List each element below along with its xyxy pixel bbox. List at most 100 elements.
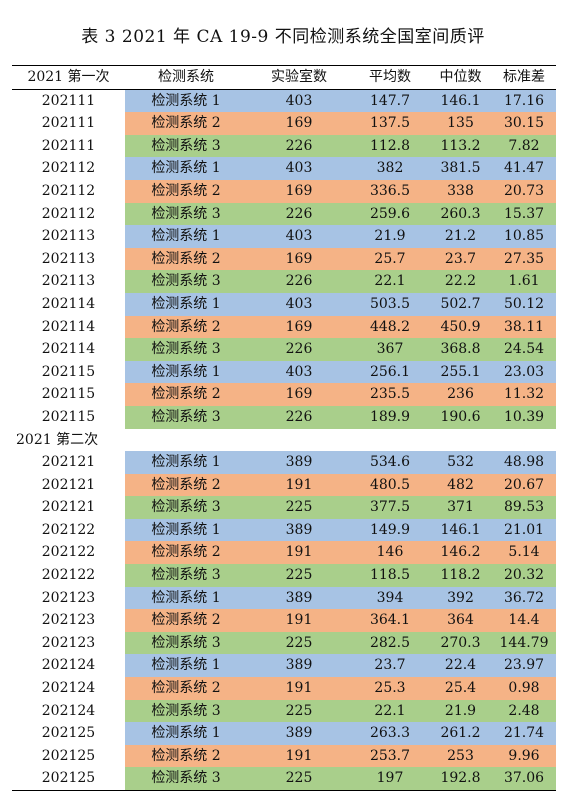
system-color-band: 检测系统 3 225 282.5 270.3 144.79 bbox=[125, 631, 556, 655]
header-lab-count: 实验室数 bbox=[271, 69, 327, 85]
system-color-band: 检测系统 3 226 189.9 190.6 10.39 bbox=[125, 405, 556, 429]
table-row: 202112 检测系统 1 403 382 381.5 41.47 bbox=[12, 157, 556, 180]
cell-sd: 24.54 bbox=[503, 341, 545, 358]
cell-sample-id: 202115 bbox=[41, 408, 96, 425]
cell-mean: 263.3 bbox=[369, 725, 411, 742]
cell-system: 检测系统 3 bbox=[151, 634, 221, 651]
cell-sample-id: 202111 bbox=[41, 115, 96, 132]
cell-mean: 382 bbox=[376, 160, 404, 177]
cell-median: 270.3 bbox=[440, 634, 481, 651]
cell-median: 21.9 bbox=[444, 702, 477, 719]
cell-mean: 25.3 bbox=[374, 680, 406, 697]
cell-median: 532 bbox=[447, 454, 474, 471]
cell-lab-count: 403 bbox=[285, 363, 313, 380]
cell-sample-id: 202112 bbox=[41, 160, 96, 177]
cell-sd: 20.73 bbox=[503, 182, 545, 199]
cell-median: 260.3 bbox=[440, 205, 481, 222]
cell-sd: 23.97 bbox=[503, 657, 545, 674]
cell-system: 检测系统 3 bbox=[151, 408, 221, 425]
cell-sample-id: 202114 bbox=[41, 341, 96, 358]
system-color-band: 检测系统 1 403 382 381.5 41.47 bbox=[125, 157, 556, 180]
cell-median: 192.8 bbox=[440, 770, 481, 787]
cell-sd: 11.32 bbox=[503, 386, 545, 403]
cell-sd: 14.4 bbox=[508, 612, 540, 629]
system-color-band: 检测系统 3 225 118.5 118.2 20.32 bbox=[125, 564, 556, 587]
cell-sd: 48.98 bbox=[503, 454, 545, 471]
cell-mean: 25.7 bbox=[374, 250, 406, 267]
system-color-band: 检测系统 3 226 259.6 260.3 15.37 bbox=[125, 202, 556, 226]
system-color-band: 检测系统 3 225 377.5 371 89.53 bbox=[125, 496, 556, 519]
cell-sample-id: 202122 bbox=[41, 567, 96, 584]
cell-lab-count: 389 bbox=[285, 589, 313, 606]
cell-system: 检测系统 3 bbox=[151, 137, 221, 154]
cell-mean: 503.5 bbox=[369, 295, 411, 312]
header-sd: 标准差 bbox=[503, 69, 545, 85]
cell-median: 21.2 bbox=[444, 228, 477, 245]
cell-median: 255.1 bbox=[440, 363, 481, 380]
cell-sample-id: 202111 bbox=[41, 92, 96, 109]
cell-mean: 282.5 bbox=[369, 634, 411, 651]
cell-median: 253 bbox=[447, 747, 474, 764]
cell-sd: 0.98 bbox=[508, 680, 540, 697]
cell-mean: 137.5 bbox=[369, 115, 411, 132]
cell-lab-count: 225 bbox=[285, 567, 313, 584]
cell-system: 检测系统 1 bbox=[151, 295, 221, 312]
cell-lab-count: 403 bbox=[285, 160, 313, 177]
system-color-band: 检测系统 2 169 25.7 23.7 27.35 bbox=[125, 247, 556, 271]
cell-sample-id: 202123 bbox=[41, 634, 96, 651]
cell-lab-count: 226 bbox=[285, 408, 313, 425]
table-row: 202112 检测系统 2 169 336.5 338 20.73 bbox=[12, 179, 556, 203]
cell-lab-count: 169 bbox=[285, 250, 313, 267]
cell-sd: 15.37 bbox=[503, 205, 545, 222]
cell-system: 检测系统 1 bbox=[151, 725, 221, 742]
cell-lab-count: 225 bbox=[285, 770, 313, 787]
system-color-band: 检测系统 2 169 336.5 338 20.73 bbox=[125, 179, 556, 203]
cell-median: 236 bbox=[447, 386, 474, 403]
system-color-band: 检测系统 2 191 364.1 364 14.4 bbox=[125, 609, 556, 632]
cell-median: 190.6 bbox=[440, 408, 481, 425]
system-color-band: 检测系统 1 389 534.6 532 48.98 bbox=[125, 451, 556, 474]
cell-lab-count: 403 bbox=[285, 92, 313, 109]
cell-sample-id: 202121 bbox=[41, 499, 96, 516]
cell-system: 检测系统 2 bbox=[151, 115, 221, 132]
cell-mean: 21.9 bbox=[374, 228, 406, 245]
cell-median: 338 bbox=[447, 182, 474, 199]
cell-sd: 20.67 bbox=[503, 476, 545, 493]
cell-system: 检测系统 2 bbox=[151, 386, 221, 403]
table-row: 202121 检测系统 1 389 534.6 532 48.98 bbox=[12, 451, 556, 474]
cell-median: 135 bbox=[447, 115, 474, 132]
cell-system: 检测系统 1 bbox=[151, 657, 221, 674]
table-row: 202111 检测系统 1 403 147.7 146.1 17.16 bbox=[12, 89, 556, 113]
cell-mean: 197 bbox=[376, 770, 404, 787]
cell-lab-count: 389 bbox=[285, 657, 313, 674]
cell-mean: 189.9 bbox=[369, 408, 411, 425]
system-color-band: 检测系统 1 389 394 392 36.72 bbox=[125, 586, 556, 610]
table-row: 202113 检测系统 2 169 25.7 23.7 27.35 bbox=[12, 247, 556, 271]
table-row: 202122 检测系统 1 389 149.9 146.1 21.01 bbox=[12, 518, 556, 542]
cell-lab-count: 389 bbox=[285, 725, 313, 742]
table-row: 202125 检测系统 2 191 253.7 253 9.96 bbox=[12, 744, 556, 768]
system-color-band: 检测系统 1 403 21.9 21.2 10.85 bbox=[125, 225, 556, 248]
cell-lab-count: 169 bbox=[285, 115, 313, 132]
cell-mean: 364.1 bbox=[369, 612, 411, 629]
cell-sample-id: 202113 bbox=[41, 228, 96, 245]
system-color-band: 检测系统 2 191 146 146.2 5.14 bbox=[125, 541, 556, 565]
cell-sd: 41.47 bbox=[503, 160, 545, 177]
cell-sample-id: 202112 bbox=[41, 182, 96, 199]
cell-median: 392 bbox=[447, 589, 474, 606]
cell-mean: 448.2 bbox=[369, 318, 411, 335]
cell-median: 482 bbox=[447, 476, 474, 493]
section-label-row: 2021 第二次 bbox=[12, 429, 556, 452]
system-color-band: 检测系统 3 226 367 368.8 24.54 bbox=[125, 338, 556, 361]
table-body: 202111 检测系统 1 403 147.7 146.1 17.16 202111 检测系统… bbox=[12, 89, 556, 790]
system-color-band: 检测系统 2 191 480.5 482 20.67 bbox=[125, 473, 556, 497]
cell-system: 检测系统 1 bbox=[151, 454, 221, 471]
cell-sd: 2.48 bbox=[508, 702, 540, 719]
cell-system: 检测系统 2 bbox=[151, 680, 221, 697]
cell-sd: 30.15 bbox=[503, 115, 545, 132]
cell-sample-id: 202112 bbox=[41, 205, 96, 222]
cell-mean: 146 bbox=[376, 544, 404, 561]
cell-system: 检测系统 3 bbox=[151, 341, 221, 358]
system-color-band: 检测系统 1 403 256.1 255.1 23.03 bbox=[125, 360, 556, 384]
cell-sample-id: 202121 bbox=[41, 454, 96, 471]
